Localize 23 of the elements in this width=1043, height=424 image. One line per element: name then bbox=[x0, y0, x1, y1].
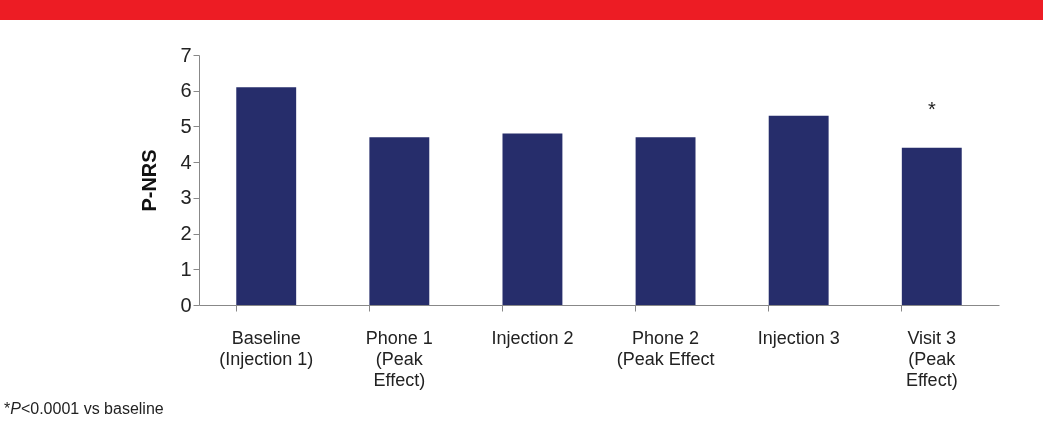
x-tick-label: Baseline (Injection 1) bbox=[219, 327, 314, 369]
y-tick-label: 6 bbox=[180, 79, 192, 102]
annotation: * bbox=[927, 97, 936, 120]
y-tick-label: 2 bbox=[180, 222, 192, 245]
bar bbox=[369, 137, 430, 305]
y-tick-label: 1 bbox=[180, 257, 192, 280]
y-tick-label: 4 bbox=[180, 150, 192, 173]
bar bbox=[635, 137, 696, 305]
y-tick-label: 5 bbox=[180, 114, 192, 137]
x-tick-label: Injection 3 bbox=[757, 327, 840, 348]
x-tick-label: Phone 2 (Peak Effect bbox=[616, 327, 715, 369]
bar bbox=[901, 147, 962, 305]
x-tick-label: Injection 2 bbox=[491, 327, 574, 348]
bar bbox=[502, 133, 563, 305]
y-axis-title: P-NRS bbox=[138, 149, 161, 212]
y-tick-label: 0 bbox=[180, 293, 192, 316]
text: *P<0.0001 vs baseline bbox=[4, 400, 164, 418]
x-tick-label: Visit 3 (Peak Effect) bbox=[905, 327, 958, 390]
x-tick-label: Phone 1 (Peak Effect) bbox=[365, 327, 433, 390]
bar bbox=[768, 115, 829, 305]
bar bbox=[236, 87, 297, 305]
y-tick-label: 3 bbox=[180, 186, 192, 209]
y-tick-label: 7 bbox=[180, 43, 192, 66]
